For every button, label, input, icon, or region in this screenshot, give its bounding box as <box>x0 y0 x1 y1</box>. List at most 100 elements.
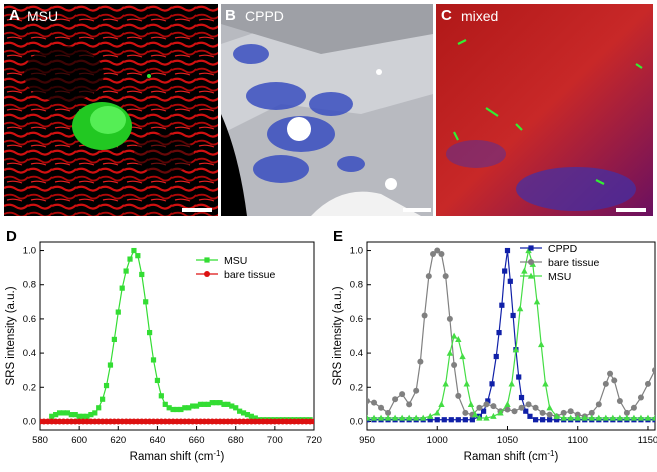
data-point-msu <box>504 400 511 407</box>
data-point-cppd <box>518 394 525 401</box>
data-point-msu <box>84 413 90 419</box>
panel-a-scale-bar <box>182 208 212 212</box>
data-point-cppd <box>547 417 553 423</box>
panel-c-scale-bar <box>616 208 646 212</box>
data-point-msu <box>72 412 78 418</box>
data-point-cppd <box>507 278 513 284</box>
data-point-msu <box>213 400 219 406</box>
y-axis-label: SRS intensity (a.u.) <box>332 286 344 385</box>
data-point-msu <box>602 414 610 421</box>
data-point-msu <box>497 409 504 416</box>
data-point-cppd <box>469 417 475 423</box>
data-point-msu <box>538 341 545 348</box>
data-point-msu <box>616 414 624 421</box>
panel-c-image <box>436 4 653 216</box>
data-point-msu <box>88 412 94 418</box>
data-point-msu <box>150 357 157 363</box>
data-point-bare-tissue <box>567 408 574 415</box>
data-point-bare-tissue <box>455 392 462 399</box>
mixed-micrograph <box>436 4 653 216</box>
data-point-cppd <box>455 417 461 423</box>
data-point-cppd <box>481 408 487 414</box>
data-point-bare-tissue <box>490 403 497 410</box>
x-tick-label: 1000 <box>427 435 448 446</box>
data-point-bare-tissue <box>446 315 453 322</box>
data-point-msu <box>567 414 574 421</box>
data-point-bare-tissue <box>539 409 546 416</box>
x-tick-label: 580 <box>32 435 48 446</box>
data-point-msu <box>574 414 581 421</box>
legend-label: bare tissue <box>224 269 276 281</box>
data-point-bare-tissue <box>371 399 378 406</box>
data-point-msu <box>68 412 74 418</box>
data-point-bare-tissue <box>623 409 630 416</box>
data-point-cppd <box>485 398 491 404</box>
data-point-msu <box>56 410 63 416</box>
data-point-bare-tissue <box>602 380 609 387</box>
data-point-msu <box>405 414 413 421</box>
data-point-cppd <box>516 374 522 380</box>
data-point-msu <box>533 298 541 305</box>
data-point-bare-tissue <box>462 409 469 416</box>
data-point-bare-tissue <box>385 409 392 416</box>
data-point-msu <box>205 401 211 407</box>
data-point-msu <box>190 403 196 409</box>
data-point-bare-tissue <box>438 250 445 257</box>
data-point-msu <box>516 305 524 312</box>
data-point-bare-tissue <box>442 273 449 280</box>
data-point-msu <box>546 404 553 411</box>
data-point-bare-tissue <box>367 397 370 404</box>
data-point-msu <box>76 413 82 419</box>
legend-marker <box>528 245 534 251</box>
x-tick-label: 680 <box>228 435 244 446</box>
data-point-msu <box>476 414 483 421</box>
data-point-cppd <box>523 408 529 414</box>
data-point-msu <box>92 410 98 416</box>
x-tick-label: 1150 <box>638 435 657 446</box>
y-tick-label: 0.2 <box>350 382 363 393</box>
data-point-msu <box>237 408 243 414</box>
data-point-msu <box>490 412 497 419</box>
x-tick-label: 1050 <box>497 435 518 446</box>
data-point-msu <box>100 396 106 402</box>
data-point-msu <box>154 377 161 384</box>
data-point-cppd <box>510 312 516 319</box>
data-point-bare-tissue <box>525 401 532 408</box>
y-tick-label: 0.0 <box>23 416 36 427</box>
legend-marker <box>204 257 210 263</box>
data-point-msu <box>252 415 258 421</box>
data-point-msu <box>158 393 164 399</box>
legend-marker <box>527 272 535 279</box>
data-point-msu <box>193 403 200 409</box>
data-point-msu <box>107 362 114 368</box>
data-point-cppd <box>496 329 502 336</box>
legend-marker <box>528 259 534 265</box>
data-point-msu <box>248 413 254 419</box>
data-point-bare-tissue <box>421 312 428 319</box>
y-tick-label: 0.8 <box>23 280 36 291</box>
data-point-bare-tissue <box>532 404 539 411</box>
data-point-msu <box>240 410 247 416</box>
data-point-msu <box>370 414 378 421</box>
data-point-msu <box>438 400 445 407</box>
data-point-bare-tissue <box>611 377 618 384</box>
data-point-msu <box>560 414 567 421</box>
data-point-msu <box>467 400 475 407</box>
data-point-bare-tissue <box>616 397 623 404</box>
data-point-bare-tissue <box>518 404 525 411</box>
data-point-cppd <box>427 417 433 423</box>
plot-frame <box>39 241 315 431</box>
x-tick-label: 620 <box>110 435 126 446</box>
data-point-msu <box>233 405 239 411</box>
data-point-msu <box>162 401 168 407</box>
data-point-bare-tissue <box>311 418 314 425</box>
data-point-bare-tissue <box>378 404 385 411</box>
data-point-cppd <box>441 417 447 423</box>
panel-c-letter: C <box>441 7 452 24</box>
data-point-msu <box>209 400 215 406</box>
data-point-msu <box>595 414 603 421</box>
cppd-micrograph <box>221 4 433 216</box>
data-point-msu <box>588 414 595 421</box>
data-point-msu <box>123 268 129 274</box>
data-point-msu <box>623 414 631 421</box>
